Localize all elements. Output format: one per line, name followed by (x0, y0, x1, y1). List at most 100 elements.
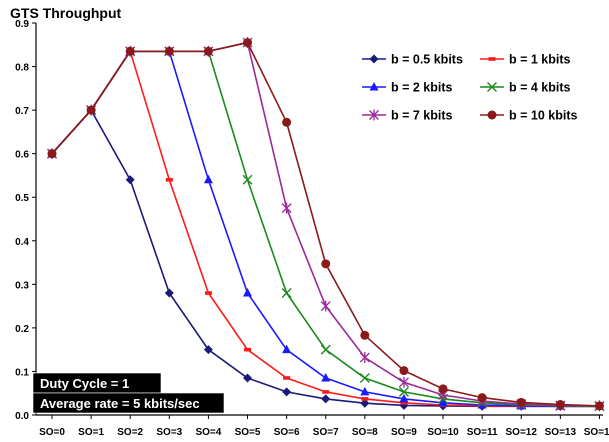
data-point (398, 376, 409, 388)
series-3 (47, 46, 605, 412)
series-0 (47, 105, 604, 411)
x-tick-label: SO=2 (117, 427, 143, 438)
data-point (555, 400, 565, 410)
x-tick-label: SO=8 (352, 427, 378, 438)
data-point (164, 46, 174, 56)
y-tick-label: 0.2 (15, 324, 29, 335)
data-point (438, 384, 448, 394)
x-tick-label: SO=12 (506, 427, 538, 438)
data-point (360, 398, 370, 408)
legend-item: b = 10 kbits (480, 109, 577, 123)
data-point (125, 175, 135, 185)
y-tick-label: 0.3 (15, 280, 29, 291)
data-point (282, 344, 292, 354)
series-line (51, 50, 600, 408)
series-line (51, 49, 600, 408)
data-point (399, 393, 409, 403)
data-point (359, 372, 370, 383)
data-point (516, 397, 526, 407)
legend-label: b = 4 kbits (509, 81, 571, 95)
data-point (242, 174, 253, 185)
x-tick-label: SO=4 (195, 427, 221, 438)
annotation-box: Average rate = 5 kbits/sec (32, 392, 225, 414)
data-point (359, 352, 370, 364)
data-point (165, 178, 173, 182)
legend-marker (487, 82, 497, 92)
data-point (399, 366, 409, 376)
y-tick-label: 0.0 (15, 411, 29, 422)
data-point (477, 393, 487, 403)
x-tick-label: SO=1 (78, 427, 104, 438)
x-tick-label: SO=7 (313, 427, 339, 438)
x-tick-label: SO=11 (467, 427, 498, 438)
x-tick-label: SO=3 (156, 427, 182, 438)
legend-label: b = 1 kbits (509, 53, 571, 67)
legend-marker (487, 110, 497, 120)
series-line (51, 50, 600, 408)
y-tick-label: 0.1 (15, 367, 29, 378)
series-line (51, 41, 600, 407)
annotation-box: Duty Cycle = 1 (32, 372, 162, 394)
chart-title: GTS Throughput (10, 5, 122, 21)
y-tick-label: 0.7 (15, 106, 29, 117)
data-point (594, 401, 604, 411)
data-point (320, 344, 331, 355)
data-point (360, 386, 370, 396)
y-tick-label: 0.9 (15, 19, 29, 30)
data-point (164, 288, 174, 298)
x-tick-label: SO=9 (391, 427, 417, 438)
legend-marker (369, 54, 379, 64)
data-point (204, 291, 212, 295)
annotation-label: Average rate = 5 kbits/sec (40, 396, 200, 411)
data-point (243, 288, 253, 297)
data-point (203, 345, 213, 355)
legend-label: b = 0.5 kbits (391, 53, 463, 67)
x-tick-label: SO=14 (584, 427, 609, 438)
legend-item: b = 0.5 kbits (362, 53, 463, 67)
data-point (321, 259, 331, 269)
data-point (243, 38, 253, 48)
data-point (125, 46, 135, 56)
x-tick-label: SO=13 (545, 427, 577, 438)
series-5 (47, 38, 604, 411)
series-line (51, 41, 600, 407)
data-point (243, 373, 253, 383)
annotations: Duty Cycle = 1 Average rate = 5 kbits/sec (32, 372, 225, 414)
axes: 0.0 0.1 0.2 0.3 0.4 0.5 0.6 0.7 0.8 0.9 SO=0 SO=1 SO… (15, 19, 609, 438)
x-tick-label: SO=0 (39, 427, 65, 438)
legend-marker (488, 57, 496, 61)
x-tick-label: SO=10 (427, 427, 459, 438)
y-tick-label: 0.5 (15, 193, 29, 204)
data-point (282, 117, 292, 127)
series-2 (47, 46, 604, 410)
data-point (244, 347, 252, 352)
data-point (283, 376, 291, 380)
legend: b = 0.5 kbits b = 1 kbits b = 2 kbits b = 4… (362, 53, 577, 123)
series-1 (48, 49, 603, 409)
data-point (203, 46, 213, 56)
y-tick-label: 0.8 (15, 63, 29, 74)
y-tick-label: 0.4 (15, 237, 29, 248)
series-layer (47, 37, 605, 412)
legend-item: b = 2 kbits (362, 81, 453, 95)
annotation-label: Duty Cycle = 1 (40, 376, 129, 391)
legend-label: b = 2 kbits (391, 81, 453, 95)
data-point (360, 330, 370, 340)
x-tick-label: SO=6 (274, 427, 300, 438)
data-point (398, 386, 409, 397)
data-point (320, 300, 331, 312)
data-point (400, 401, 408, 405)
y-tick-label: 0.6 (15, 150, 29, 161)
legend-label: b = 10 kbits (509, 109, 577, 123)
legend-item: b = 1 kbits (480, 53, 571, 67)
data-point (203, 174, 213, 184)
data-point (321, 394, 331, 404)
data-point (361, 397, 369, 401)
legend-item: b = 4 kbits (480, 81, 571, 95)
legend-item: b = 7 kbits (362, 109, 453, 123)
x-tick-label: SO=5 (235, 427, 261, 438)
data-point (281, 202, 292, 214)
data-point (438, 397, 448, 407)
data-point (281, 288, 292, 299)
